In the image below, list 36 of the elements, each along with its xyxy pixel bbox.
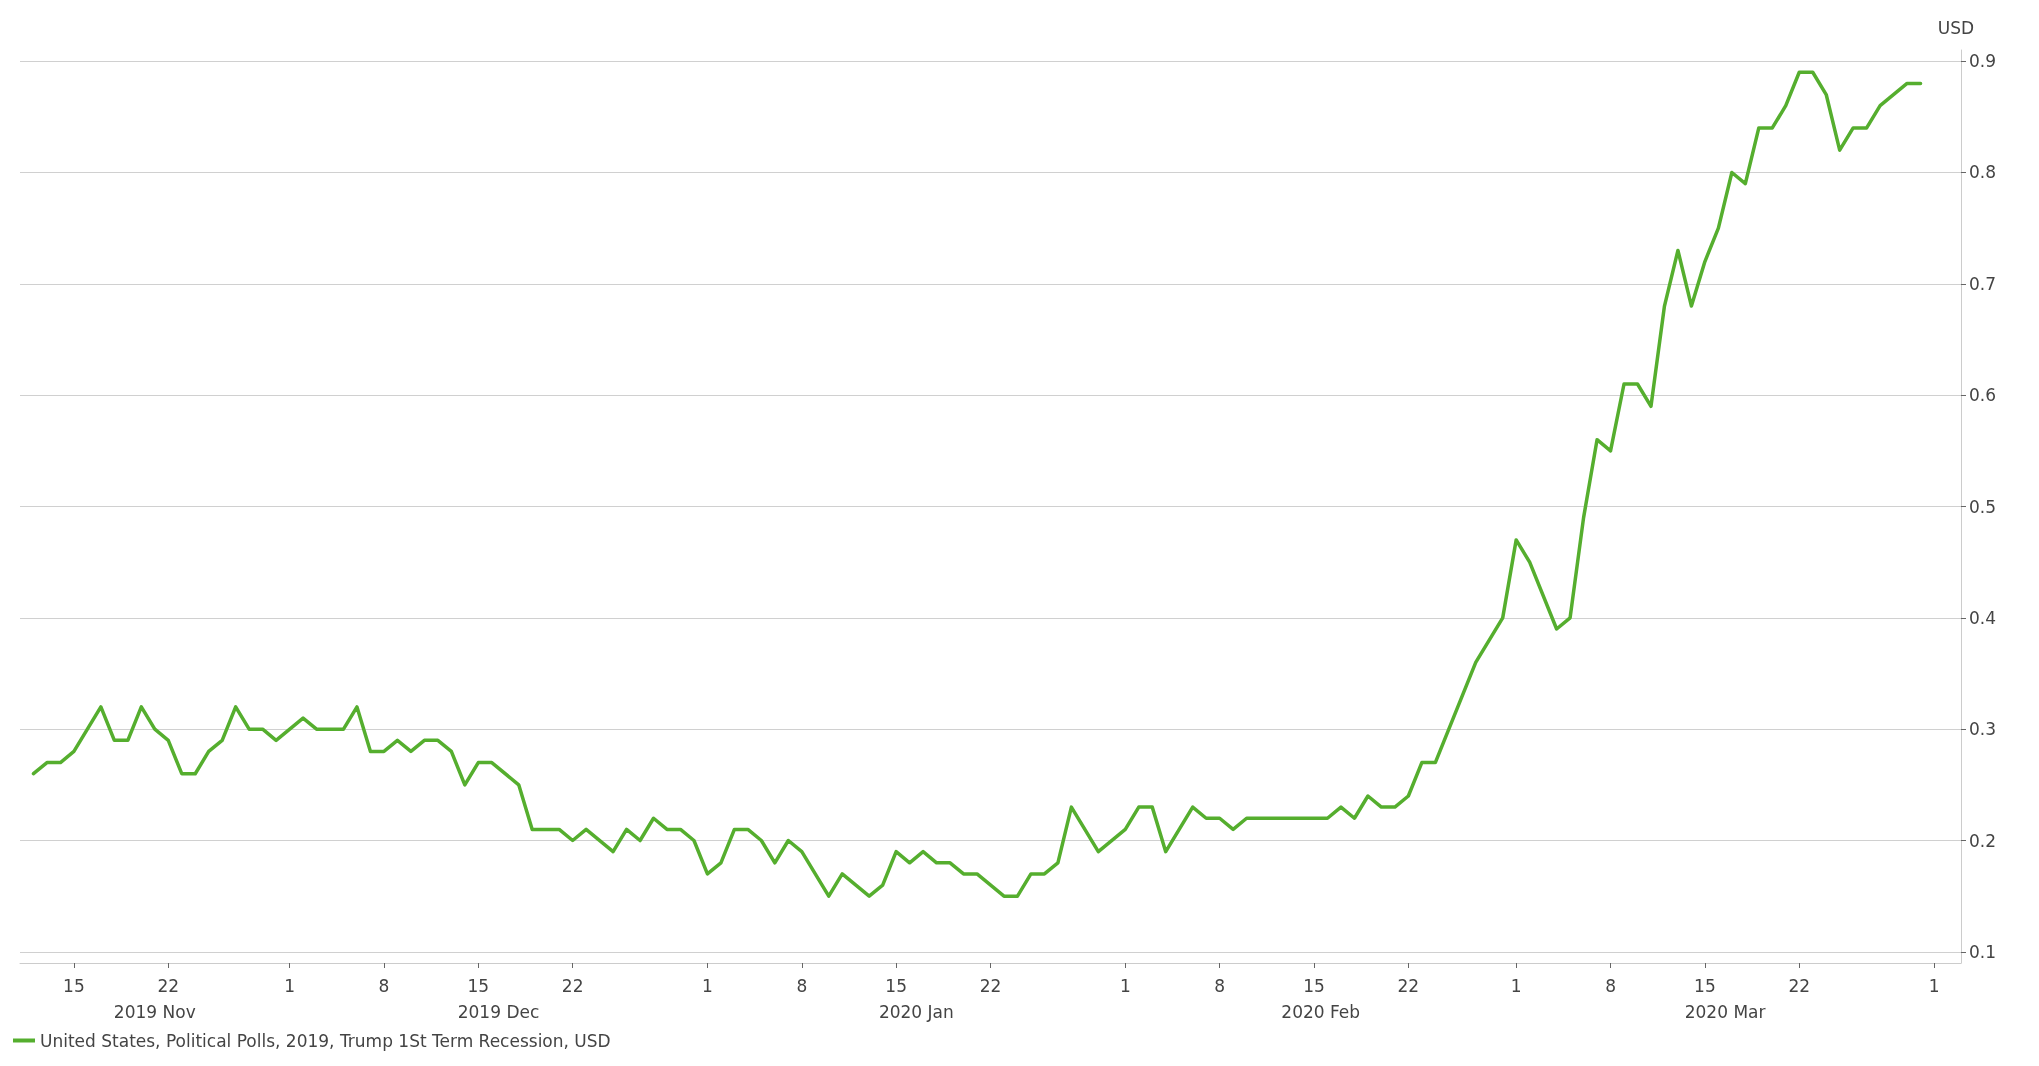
x-tick-label: 15 [1694, 975, 1716, 996]
y-tick-label: 0.9 [1969, 51, 1997, 72]
x-tick-label: 1 [1510, 975, 1522, 996]
y-tick-label: 0.8 [1969, 162, 1997, 183]
y-tick-label: 0.2 [1969, 830, 1997, 851]
legend-label: United States, Political Polls, 2019, Trump 1St Term Recession, USD [40, 1030, 611, 1051]
text: 2020 Feb [1281, 1001, 1361, 1022]
x-tick-label: 8 [1214, 975, 1226, 996]
x-tick-label: 15 [885, 975, 907, 996]
x-tick-label: 1 [702, 975, 713, 996]
x-tick-label: 22 [561, 975, 584, 996]
y-tick-label: 0.5 [1969, 496, 1997, 517]
text: 2020 Jan [878, 1001, 954, 1022]
x-tick-label: 22 [979, 975, 1002, 996]
y-tick-label: 0.7 [1969, 273, 1997, 294]
text: 2019 Nov [113, 1001, 196, 1022]
y-tick-label: 0.6 [1969, 385, 1997, 406]
y-tick-label: 0.3 [1969, 719, 1997, 740]
x-tick-label: 22 [1788, 975, 1811, 996]
x-tick-label: 8 [1605, 975, 1616, 996]
x-tick-label: 22 [1397, 975, 1420, 996]
x-tick-label: 8 [378, 975, 390, 996]
x-tick-label: 15 [467, 975, 490, 996]
text: 2019 Dec [457, 1001, 540, 1022]
x-tick-label: 1 [1928, 975, 1940, 996]
x-tick-label: 1 [1119, 975, 1131, 996]
y-tick-label: 0.1 [1969, 941, 1997, 962]
x-tick-label: 22 [157, 975, 180, 996]
x-tick-label: 8 [796, 975, 808, 996]
x-tick-label: 15 [1303, 975, 1325, 996]
x-tick-label: 1 [284, 975, 295, 996]
x-tick-label: 15 [63, 975, 85, 996]
text: 2020 Mar [1684, 1001, 1766, 1022]
y-tick-label: 0.4 [1969, 607, 1997, 628]
line-series [31, 70, 1923, 898]
y-axis-title: USD [1937, 17, 1975, 38]
